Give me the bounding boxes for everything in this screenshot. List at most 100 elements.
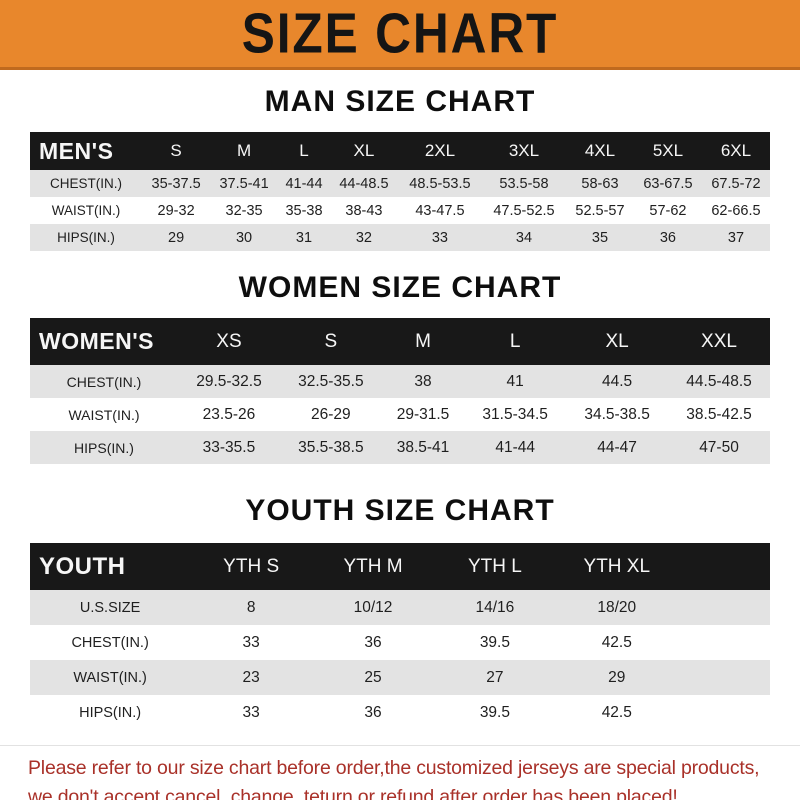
measurement-cell: 29.5-32.5 — [178, 365, 280, 398]
measurement-cell: 37.5-41 — [210, 170, 279, 197]
disclaimer-line-2: we don't accept cancel, change, teturn o… — [28, 786, 678, 800]
measurement-cell: 41 — [464, 365, 567, 398]
row-label-cell: WAIST(IN.) — [30, 660, 191, 695]
size-column-header: XXL — [668, 318, 770, 365]
measurement-cell: 26-29 — [279, 398, 382, 431]
disclaimer: Please refer to our size chart before or… — [0, 745, 800, 800]
measurement-cell — [677, 590, 770, 625]
measurement-cell: 41-44 — [278, 170, 330, 197]
man-section-heading: MAN SIZE CHART — [264, 85, 536, 118]
row-label-cell: HIPS(IN.) — [30, 431, 178, 464]
measurement-cell: 10/12 — [312, 590, 434, 625]
measurement-cell: 48.5-53.5 — [397, 170, 482, 197]
measurement-cell — [677, 625, 770, 660]
measurement-cell: 39.5 — [433, 625, 556, 660]
row-label-cell: HIPS(IN.) — [30, 224, 143, 251]
measurement-cell: 34 — [481, 224, 566, 251]
measurement-row: HIPS(IN.) 33-35.5 35.5-38.5 38.5-41 41-44 44-… — [30, 431, 770, 464]
measurement-cell: 47.5-52.5 — [481, 197, 566, 224]
measurement-cell: 67.5-72 — [701, 170, 770, 197]
table-title-cell: YOUTH — [30, 543, 191, 590]
measurement-cell: 27 — [433, 660, 556, 695]
size-column-header — [677, 543, 770, 590]
size-column-header: 2XL — [397, 132, 482, 170]
measurement-cell: 36 — [633, 224, 702, 251]
measurement-cell: 38.5-42.5 — [668, 398, 770, 431]
size-column-header: 6XL — [701, 132, 770, 170]
banner-title: SIZE CHART — [241, 2, 559, 65]
measurement-cell: 33 — [190, 625, 313, 660]
measurement-cell: 38-43 — [329, 197, 398, 224]
measurement-row: CHEST(IN.) 29.5-32.5 32.5-35.5 38 41 44.5 44.5… — [30, 365, 770, 398]
size-column-header: XL — [329, 132, 398, 170]
measurement-cell: 34.5-38.5 — [566, 398, 669, 431]
row-label-cell: U.S.SIZE — [30, 590, 191, 625]
measurement-cell — [677, 695, 770, 730]
measurement-cell: 18/20 — [555, 590, 678, 625]
measurement-cell: 62-66.5 — [701, 197, 770, 224]
size-column-header: 4XL — [565, 132, 634, 170]
measurement-cell: 31.5-34.5 — [464, 398, 567, 431]
size-column-header: YTH S — [190, 543, 313, 590]
measurement-cell: 33-35.5 — [178, 431, 280, 464]
youth-size-chart-section: YOUTH SIZE CHART YOUTH YTH S YTH M YTH L YTH… — [0, 496, 800, 730]
measurement-cell: 42.5 — [555, 625, 678, 660]
measurement-row: CHEST(IN.) 35-37.5 37.5-41 41-44 44-48.5 48.5… — [30, 170, 770, 197]
size-column-header: M — [210, 132, 279, 170]
row-label-cell: WAIST(IN.) — [30, 197, 143, 224]
row-label-cell: CHEST(IN.) — [30, 625, 191, 660]
size-header-row: MEN'S S M L XL 2XL 3XL 4XL 5XL 6XL — [30, 132, 770, 170]
measurement-cell: 36 — [312, 625, 434, 660]
women-size-chart-section: WOMEN SIZE CHART WOMEN'S XS S M L XL XXL CHEST(… — [0, 273, 800, 464]
measurement-cell: 32.5-35.5 — [279, 365, 382, 398]
measurement-cell: 29 — [142, 224, 211, 251]
row-label-cell: HIPS(IN.) — [30, 695, 191, 730]
measurement-cell: 57-62 — [633, 197, 702, 224]
size-column-header: 3XL — [481, 132, 566, 170]
measurement-cell: 35.5-38.5 — [279, 431, 382, 464]
size-column-header: YTH L — [433, 543, 556, 590]
women-size-table: WOMEN'S XS S M L XL XXL CHEST(IN.) 29.5-32.5 32.5… — [30, 318, 770, 464]
measurement-cell: 63-67.5 — [633, 170, 702, 197]
measurement-cell: 58-63 — [565, 170, 634, 197]
measurement-cell: 38 — [381, 365, 465, 398]
measurement-cell: 23 — [190, 660, 313, 695]
measurement-cell: 44-47 — [566, 431, 669, 464]
man-size-chart-section: MAN SIZE CHART MEN'S S M L XL 2XL 3XL 4XL 5XL 6XL… — [0, 87, 800, 251]
women-section-heading: WOMEN SIZE CHART — [238, 271, 562, 304]
measurement-cell: 47-50 — [668, 431, 770, 464]
youth-size-table: YOUTH YTH S YTH M YTH L YTH XL U.S.SIZE 8 10/12… — [30, 543, 770, 730]
measurement-cell: 38.5-41 — [381, 431, 465, 464]
size-column-header: L — [464, 318, 567, 365]
measurement-row: WAIST(IN.) 23.5-26 26-29 29-31.5 31.5-34.5 34… — [30, 398, 770, 431]
measurement-cell — [677, 660, 770, 695]
measurement-cell: 29 — [555, 660, 678, 695]
measurement-cell: 35-37.5 — [142, 170, 211, 197]
row-label-cell: CHEST(IN.) — [30, 170, 143, 197]
measurement-cell: 29-32 — [142, 197, 211, 224]
row-label-cell: CHEST(IN.) — [30, 365, 178, 398]
size-header-row: WOMEN'S XS S M L XL XXL — [30, 318, 770, 365]
measurement-cell: 29-31.5 — [381, 398, 465, 431]
measurement-row: CHEST(IN.) 33 36 39.5 42.5 — [30, 625, 770, 660]
measurement-cell: 42.5 — [555, 695, 678, 730]
measurement-cell: 44.5-48.5 — [668, 365, 770, 398]
size-chart-banner: SIZE CHART — [0, 0, 800, 70]
measurement-cell: 33 — [397, 224, 482, 251]
measurement-cell: 30 — [210, 224, 279, 251]
measurement-row: HIPS(IN.) 33 36 39.5 42.5 — [30, 695, 770, 730]
measurement-cell: 25 — [312, 660, 434, 695]
measurement-cell: 36 — [312, 695, 434, 730]
youth-section-heading: YOUTH SIZE CHART — [245, 494, 555, 527]
size-column-header: M — [381, 318, 465, 365]
measurement-cell: 8 — [190, 590, 313, 625]
size-header-row: YOUTH YTH S YTH M YTH L YTH XL — [30, 543, 770, 590]
measurement-cell: 53.5-58 — [481, 170, 566, 197]
size-column-header: L — [278, 132, 330, 170]
measurement-cell: 39.5 — [433, 695, 556, 730]
men-size-table: MEN'S S M L XL 2XL 3XL 4XL 5XL 6XL CHEST(IN.) 35-37… — [30, 132, 770, 251]
measurement-cell: 35 — [565, 224, 634, 251]
size-column-header: YTH XL — [555, 543, 678, 590]
measurement-row: WAIST(IN.) 23 25 27 29 — [30, 660, 770, 695]
size-column-header: 5XL — [633, 132, 702, 170]
